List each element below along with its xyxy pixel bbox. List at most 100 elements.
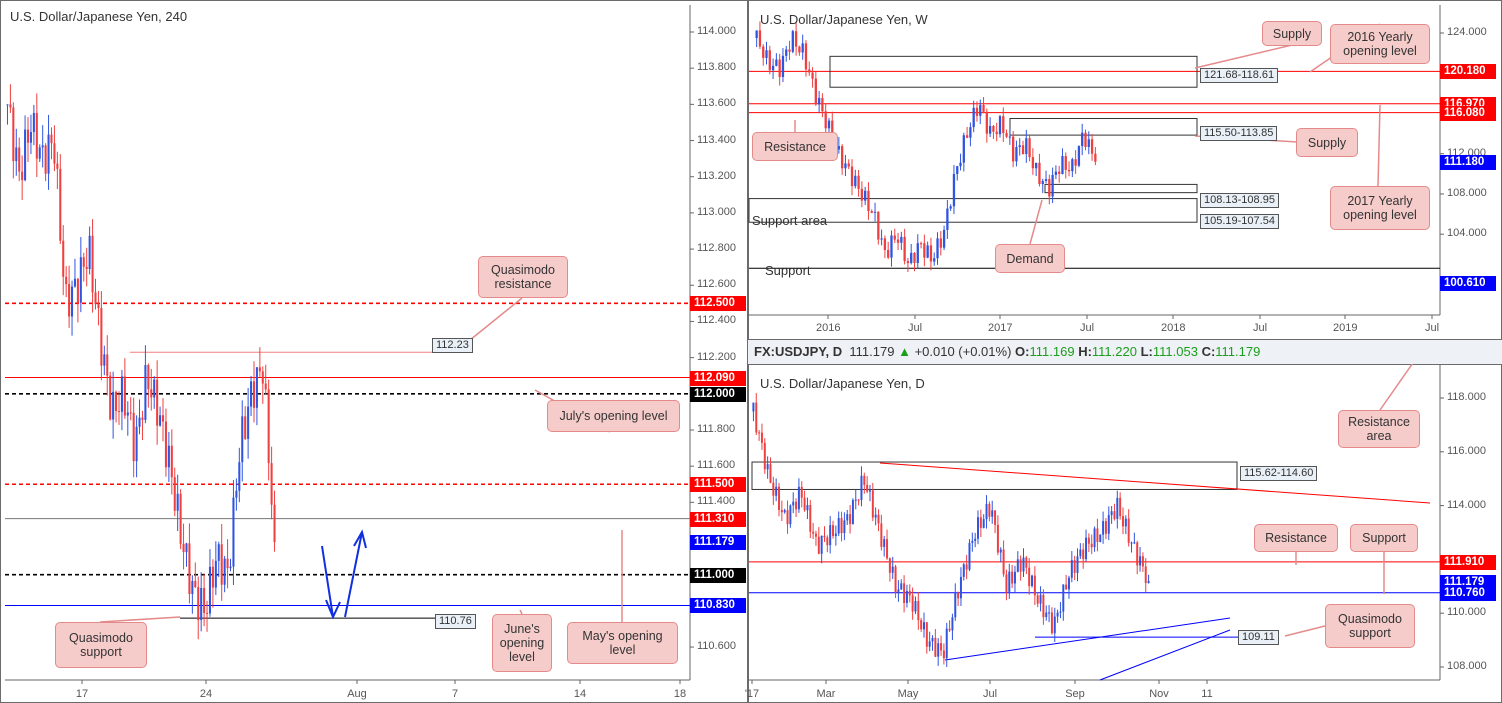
candle-body xyxy=(1064,156,1067,170)
candle-body xyxy=(1015,147,1018,162)
candle-body xyxy=(250,381,253,407)
candle-body xyxy=(934,637,937,657)
high-value: 111.220 xyxy=(1091,344,1137,359)
candle-body xyxy=(244,416,247,439)
candle-body xyxy=(32,112,35,133)
candle-body xyxy=(824,111,827,129)
candle-body xyxy=(840,146,844,169)
y-tick-label: 112.600 xyxy=(697,278,736,291)
callout-pointer xyxy=(99,616,181,623)
candle-body xyxy=(840,517,843,534)
candle-body xyxy=(1011,136,1015,162)
price-label: 111.000 xyxy=(690,567,746,583)
candle-body xyxy=(15,147,18,162)
level-box-110-76: 110.76 xyxy=(435,614,476,629)
symbol[interactable]: FX:USDJPY, D xyxy=(754,344,843,359)
resistance-trendline xyxy=(879,462,1431,504)
y-tick-label: 124.000 xyxy=(1447,26,1487,38)
candle-body xyxy=(792,501,795,506)
level-box-112-23: 112.23 xyxy=(432,338,473,353)
candle-body xyxy=(913,252,916,264)
candle-body xyxy=(917,601,920,621)
supply-zone-top xyxy=(829,55,1198,88)
candle-body xyxy=(806,505,809,511)
open-label: O: xyxy=(1015,344,1030,359)
y-tick-label: 113.000 xyxy=(697,205,736,218)
candle-body xyxy=(1081,132,1084,147)
candle-body xyxy=(220,544,223,585)
y-tick-label: 112.200 xyxy=(697,350,736,363)
annotation-support-daily: Support xyxy=(1350,524,1418,552)
candle-body xyxy=(1096,528,1099,542)
candle-body xyxy=(132,412,135,462)
candle-body xyxy=(203,588,206,613)
candle-body xyxy=(9,104,12,108)
candle-body xyxy=(1065,584,1068,590)
candle-body xyxy=(226,558,229,569)
candle-body xyxy=(962,135,965,163)
candle-body xyxy=(957,592,960,599)
candle-body xyxy=(795,501,798,510)
candle-body xyxy=(914,601,917,612)
candle-body xyxy=(951,617,954,631)
candle-body xyxy=(780,509,783,513)
candle-body xyxy=(755,30,758,39)
candle-body xyxy=(797,486,800,510)
candle-body xyxy=(173,477,176,511)
candle-body xyxy=(897,589,900,593)
zone-box-109-11: 109.11 xyxy=(1238,630,1279,645)
candle-body xyxy=(762,46,765,58)
candle-body xyxy=(223,558,226,585)
candle-body xyxy=(191,580,194,594)
candle-body xyxy=(1025,138,1028,155)
candle-body xyxy=(65,276,68,285)
candle-body xyxy=(1033,575,1036,596)
candle-body xyxy=(76,278,79,303)
y-tick-label: 112.800 xyxy=(697,242,736,255)
candle-body xyxy=(1147,580,1150,583)
x-tick-label: 2017 xyxy=(988,322,1013,334)
candle-body xyxy=(851,500,854,525)
candle-body xyxy=(103,354,106,366)
h4-chart-panel[interactable] xyxy=(0,0,748,703)
x-tick-label: Jul xyxy=(1424,322,1440,334)
y-tick-label: 113.600 xyxy=(697,97,736,110)
x-tick-label: Sep xyxy=(1065,688,1085,700)
candle-body xyxy=(778,486,781,510)
price-label: 112.000 xyxy=(690,386,746,402)
candle-body xyxy=(998,116,1002,135)
y-tick-label: 104.000 xyxy=(1447,227,1487,240)
annotation-resistance-daily: Resistance xyxy=(1254,524,1338,552)
candle-body xyxy=(905,590,908,603)
candle-body xyxy=(977,517,980,539)
candle-body xyxy=(803,497,806,511)
x-tick-label: 2016 xyxy=(816,322,841,334)
y-tick-label: 112.400 xyxy=(697,314,736,327)
candle-body xyxy=(962,564,965,577)
candle-body xyxy=(1031,157,1035,169)
y-tick-label: 118.000 xyxy=(1447,391,1486,403)
candle-body xyxy=(866,484,869,492)
candle-body xyxy=(264,383,267,390)
last-price: 111.179 xyxy=(849,344,895,359)
price-label: 112.500 xyxy=(690,296,746,312)
candle-body xyxy=(1051,174,1054,197)
candle-body xyxy=(1144,566,1147,583)
candle-body xyxy=(837,146,841,150)
candle-body xyxy=(1061,156,1064,174)
candle-body xyxy=(6,104,9,106)
candle-body xyxy=(115,391,118,412)
x-tick-label: Jul xyxy=(1252,322,1268,334)
candle-body xyxy=(109,375,112,420)
candle-body xyxy=(857,499,860,501)
candle-body xyxy=(937,643,940,657)
candle-body xyxy=(772,482,775,496)
candle-body xyxy=(821,97,824,112)
candle-body xyxy=(123,376,126,416)
candle-body xyxy=(923,243,926,258)
candle-body xyxy=(1093,528,1096,548)
candle-body xyxy=(925,622,928,647)
candle-body xyxy=(1038,162,1041,185)
price-label: 111.310 xyxy=(690,511,746,527)
